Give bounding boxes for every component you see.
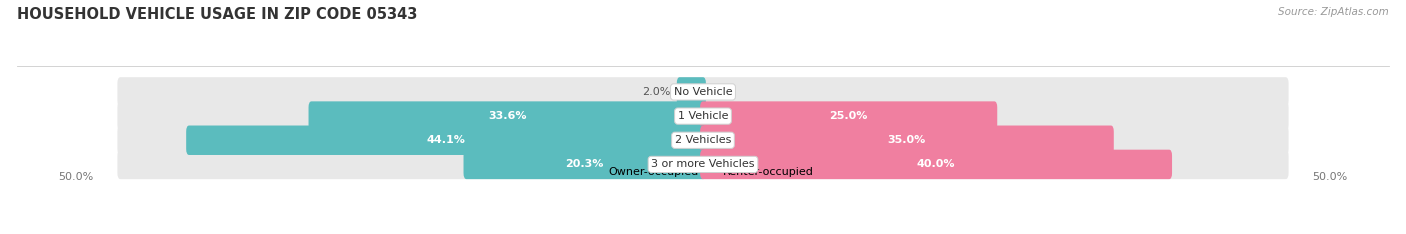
FancyBboxPatch shape [118,125,1288,155]
FancyBboxPatch shape [464,150,706,179]
Text: 20.3%: 20.3% [565,159,605,169]
Text: 50.0%: 50.0% [59,172,94,182]
Text: 2.0%: 2.0% [643,87,671,97]
Text: HOUSEHOLD VEHICLE USAGE IN ZIP CODE 05343: HOUSEHOLD VEHICLE USAGE IN ZIP CODE 0534… [17,7,418,22]
Text: Source: ZipAtlas.com: Source: ZipAtlas.com [1278,7,1389,17]
FancyBboxPatch shape [700,125,1114,155]
Legend: Owner-occupied, Renter-occupied: Owner-occupied, Renter-occupied [588,162,818,181]
Text: 35.0%: 35.0% [887,135,927,145]
FancyBboxPatch shape [308,101,706,131]
Text: No Vehicle: No Vehicle [673,87,733,97]
Text: 50.0%: 50.0% [1312,172,1347,182]
FancyBboxPatch shape [118,77,1288,107]
Text: 44.1%: 44.1% [426,135,465,145]
FancyBboxPatch shape [118,101,1288,131]
FancyBboxPatch shape [118,150,1288,179]
Text: 1 Vehicle: 1 Vehicle [678,111,728,121]
Text: 25.0%: 25.0% [830,111,868,121]
Text: 3 or more Vehicles: 3 or more Vehicles [651,159,755,169]
FancyBboxPatch shape [676,77,706,107]
Text: 2 Vehicles: 2 Vehicles [675,135,731,145]
FancyBboxPatch shape [186,125,706,155]
FancyBboxPatch shape [700,150,1173,179]
Text: 33.6%: 33.6% [488,111,526,121]
Text: 40.0%: 40.0% [917,159,955,169]
FancyBboxPatch shape [700,101,997,131]
